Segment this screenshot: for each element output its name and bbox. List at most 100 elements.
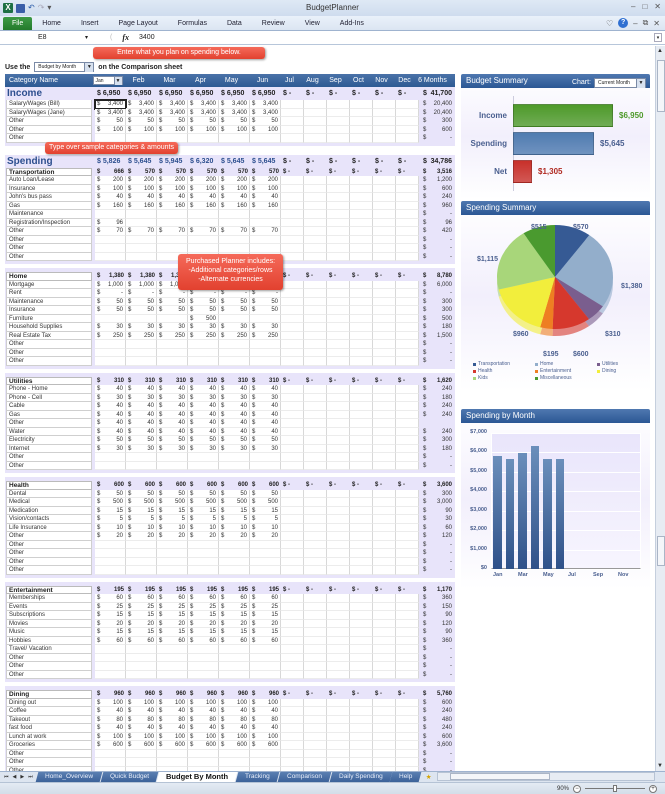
amount-cell[interactable]: $50 [250,117,281,126]
amount-cell[interactable]: $50 [157,436,188,445]
amount-cell[interactable]: $50 [188,297,219,306]
amount-cell[interactable] [327,419,350,428]
amount-cell[interactable] [373,134,396,143]
amount-cell[interactable]: $ - [250,289,281,298]
amount-cell[interactable] [95,549,126,558]
amount-cell[interactable] [327,176,350,185]
amount-cell[interactable] [219,244,250,253]
amount-cell[interactable]: $100 [157,184,188,193]
category-name-cell[interactable]: Maintenance [6,297,92,306]
amount-cell[interactable] [219,461,250,470]
amount-cell[interactable]: $50 [219,117,250,126]
amount-cell[interactable] [396,732,419,741]
amount-cell[interactable]: $60 [188,636,219,645]
amount-cell[interactable]: $40 [250,385,281,394]
amount-cell[interactable] [396,427,419,436]
amount-cell[interactable] [281,741,304,750]
amount-cell[interactable] [304,117,327,126]
amount-cell[interactable]: $15 [126,628,157,637]
amount-cell[interactable]: $3,400 [126,108,157,117]
customize-qat-icon[interactable]: ▾ [47,3,52,12]
amount-cell[interactable] [373,662,396,671]
amount-cell[interactable] [304,636,327,645]
amount-cell[interactable] [327,244,350,253]
amount-cell[interactable]: $25 [126,602,157,611]
amount-cell[interactable]: $5 [126,515,157,524]
amount-cell[interactable] [327,108,350,117]
amount-cell[interactable] [304,385,327,394]
amount-cell[interactable]: $50 [188,306,219,315]
amount-cell[interactable] [281,611,304,620]
amount-cell[interactable] [95,645,126,654]
amount-cell[interactable]: $100 [250,125,281,134]
amount-cell[interactable]: $40 [219,707,250,716]
amount-cell[interactable] [396,636,419,645]
amount-cell[interactable] [327,444,350,453]
amount-cell[interactable] [373,193,396,202]
amount-cell[interactable] [157,653,188,662]
amount-cell[interactable] [327,402,350,411]
category-name-cell[interactable]: Other [6,125,92,134]
amount-cell[interactable] [350,766,373,771]
amount-cell[interactable] [281,523,304,532]
amount-cell[interactable] [350,724,373,733]
amount-cell[interactable] [304,619,327,628]
prev-sheet-icon[interactable]: ◀ [12,774,17,780]
amount-cell[interactable] [126,453,157,462]
amount-cell[interactable] [327,636,350,645]
amount-cell[interactable] [219,645,250,654]
amount-cell[interactable] [373,436,396,445]
category-name-cell[interactable]: Cable [6,402,92,411]
amount-cell[interactable]: $60 [157,594,188,603]
amount-cell[interactable]: $ - [95,289,126,298]
amount-cell[interactable]: $30 [157,393,188,402]
category-name-cell[interactable]: Other [6,758,92,767]
amount-cell[interactable] [327,724,350,733]
category-name-cell[interactable]: Groceries [6,741,92,750]
amount-cell[interactable] [281,117,304,126]
amount-cell[interactable] [396,134,419,143]
category-name-cell[interactable]: Insurance [6,306,92,315]
amount-cell[interactable]: $100 [95,184,126,193]
amount-cell[interactable] [281,357,304,366]
amount-cell[interactable] [350,357,373,366]
amount-cell[interactable]: $40 [126,707,157,716]
help-icon[interactable]: ? [618,18,629,28]
group-name[interactable]: Transportation [6,167,92,176]
amount-cell[interactable] [250,766,281,771]
amount-cell[interactable] [281,670,304,679]
amount-cell[interactable] [350,331,373,340]
amount-cell[interactable] [373,235,396,244]
amount-cell[interactable]: $160 [188,201,219,210]
amount-cell[interactable] [304,348,327,357]
amount-cell[interactable] [350,540,373,549]
amount-cell[interactable] [396,645,419,654]
amount-cell[interactable] [281,252,304,261]
amount-cell[interactable] [327,125,350,134]
amount-cell[interactable]: $10 [157,523,188,532]
amount-cell[interactable] [95,453,126,462]
amount-cell[interactable] [304,645,327,654]
amount-cell[interactable] [327,393,350,402]
amount-cell[interactable] [281,402,304,411]
amount-cell[interactable] [373,532,396,541]
amount-cell[interactable] [281,427,304,436]
amount-cell[interactable] [304,210,327,219]
category-name-cell[interactable]: Other [6,227,92,236]
amount-cell[interactable] [304,602,327,611]
amount-cell[interactable] [219,557,250,566]
category-name-cell[interactable]: Salary/Wages (Jane) [6,108,92,117]
amount-cell[interactable] [327,498,350,507]
amount-cell[interactable] [373,210,396,219]
category-name-cell[interactable]: Dental [6,489,92,498]
amount-cell[interactable] [327,436,350,445]
category-name-cell[interactable]: Coffee [6,707,92,716]
amount-cell[interactable]: $96 [95,218,126,227]
amount-cell[interactable] [304,549,327,558]
amount-cell[interactable] [281,444,304,453]
amount-cell[interactable]: $40 [250,193,281,202]
amount-cell[interactable] [250,235,281,244]
amount-cell[interactable]: $3,400 [250,108,281,117]
amount-cell[interactable] [396,715,419,724]
amount-cell[interactable]: $15 [188,506,219,515]
